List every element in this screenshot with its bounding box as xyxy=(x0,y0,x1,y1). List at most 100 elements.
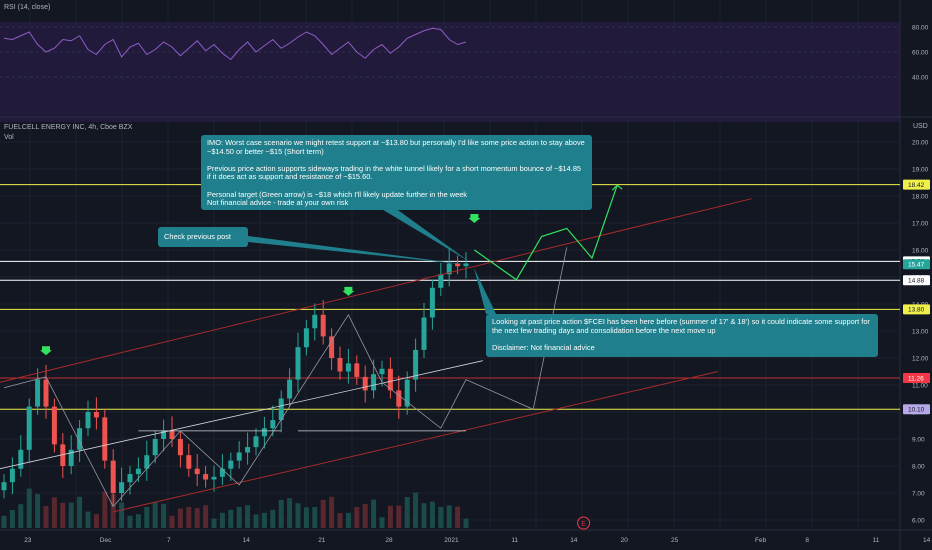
candle-body[interactable] xyxy=(354,363,360,377)
volume-bar xyxy=(177,508,183,528)
candle-body[interactable] xyxy=(127,474,133,483)
earnings-marker-label: E xyxy=(581,521,586,528)
date-tick-label: 14 xyxy=(923,537,931,544)
volume-bar xyxy=(396,505,402,528)
pattern-zigzag[interactable] xyxy=(3,247,568,508)
volume-bar xyxy=(253,514,259,528)
candle-body[interactable] xyxy=(287,379,293,399)
candle-body[interactable] xyxy=(85,412,91,429)
price-tag-bg xyxy=(903,304,930,315)
candle-body[interactable] xyxy=(194,468,200,475)
volume-bar xyxy=(186,507,192,528)
candle-body[interactable] xyxy=(438,274,444,288)
candle-body[interactable] xyxy=(186,455,192,469)
candle-body[interactable] xyxy=(455,263,461,267)
candle-body[interactable] xyxy=(421,317,427,350)
candle-body[interactable] xyxy=(236,452,242,461)
candle-body[interactable] xyxy=(270,420,276,429)
channel-lower-line[interactable] xyxy=(113,371,719,513)
candle-body[interactable] xyxy=(60,444,66,466)
candle-body[interactable] xyxy=(77,428,83,450)
candle-body[interactable] xyxy=(93,412,99,418)
candle-body[interactable] xyxy=(463,263,469,267)
candle-body[interactable] xyxy=(337,358,343,372)
volume-bar xyxy=(446,505,452,528)
candle-body[interactable] xyxy=(413,349,419,380)
candle-body[interactable] xyxy=(144,455,150,469)
date-tick-label: 14 xyxy=(243,537,251,544)
candle-body[interactable] xyxy=(9,468,15,483)
volume-bar xyxy=(102,491,108,528)
date-tick-label: 20 xyxy=(621,537,629,544)
channel-upper-line[interactable] xyxy=(0,198,752,383)
candle-body[interactable] xyxy=(379,368,385,375)
candle-body[interactable] xyxy=(102,417,108,461)
volume-bar xyxy=(345,512,351,528)
candle-body[interactable] xyxy=(295,347,301,380)
target-arrow-head[interactable] xyxy=(611,184,623,191)
candle-body[interactable] xyxy=(387,368,393,391)
candle-body[interactable] xyxy=(203,474,209,480)
rsi-indicator-label[interactable]: RSI (14, close) xyxy=(4,4,51,11)
history-note[interactable]: Looking at past price action $FCEI has b… xyxy=(486,314,878,357)
price-tag-label: 15.47 xyxy=(908,262,925,269)
volume-bar xyxy=(463,518,469,528)
symbol-title[interactable]: FUELCELL ENERGY INC, 4h, Cboe BZX xyxy=(4,124,133,131)
candle-body[interactable] xyxy=(35,379,41,407)
date-tick-label: Dec xyxy=(100,537,112,544)
candle-body[interactable] xyxy=(261,428,267,437)
volume-bar xyxy=(371,499,377,528)
candle-body[interactable] xyxy=(253,436,259,448)
green-down-arrow-marker[interactable] xyxy=(40,346,52,356)
candle-body[interactable] xyxy=(404,379,410,407)
candle-body[interactable] xyxy=(429,287,435,318)
candle-body[interactable] xyxy=(396,390,402,407)
price-tag-label: 18.42 xyxy=(908,182,925,189)
candle-body[interactable] xyxy=(26,406,32,450)
candle-body[interactable] xyxy=(362,376,368,391)
candle-body[interactable] xyxy=(278,398,284,421)
candle-body[interactable] xyxy=(177,439,183,456)
candle-body[interactable] xyxy=(329,336,335,358)
earnings-marker[interactable] xyxy=(577,516,591,530)
price-tag-bg xyxy=(903,275,930,286)
volume-label[interactable]: Vol xyxy=(4,134,14,141)
candle-body[interactable] xyxy=(228,460,234,469)
projection-path[interactable] xyxy=(474,185,618,281)
volume-bar xyxy=(35,494,41,528)
tunnel-trend-line[interactable] xyxy=(0,360,483,470)
candle-body[interactable] xyxy=(43,379,49,407)
price-tick-label: 8.00 xyxy=(912,464,925,471)
candle-body[interactable] xyxy=(119,482,125,493)
candle-body[interactable] xyxy=(152,439,158,456)
green-down-arrow-marker[interactable] xyxy=(342,286,355,296)
rsi-line[interactable] xyxy=(3,27,467,61)
candle-body[interactable] xyxy=(18,449,24,469)
candle-body[interactable] xyxy=(110,460,116,493)
candle-body[interactable] xyxy=(245,447,251,453)
candle-body[interactable] xyxy=(51,406,57,445)
candle-body[interactable] xyxy=(68,449,74,466)
candle-body[interactable] xyxy=(303,328,309,348)
candle-body[interactable] xyxy=(211,476,217,480)
volume-bar xyxy=(119,502,125,528)
candle-body[interactable] xyxy=(161,430,167,439)
date-tick-label: 11 xyxy=(873,537,880,544)
candle-body[interactable] xyxy=(1,482,7,491)
candle-body[interactable] xyxy=(345,363,351,372)
candle-body[interactable] xyxy=(135,468,141,475)
check-previous-post-note[interactable]: Check previous post xyxy=(158,227,248,247)
candle-body[interactable] xyxy=(219,468,225,477)
candle-body[interactable] xyxy=(169,430,175,439)
imo-note[interactable]: IMO: Worst case scenario we might retest… xyxy=(201,135,592,210)
candle-body[interactable] xyxy=(446,263,452,275)
candle-body[interactable] xyxy=(371,374,377,391)
candle-body[interactable] xyxy=(320,314,326,337)
volume-bar xyxy=(421,503,427,528)
price-tag-bg xyxy=(903,404,930,415)
price-tag-label: 13.80 xyxy=(908,307,925,314)
candle-body[interactable] xyxy=(312,314,318,329)
green-down-arrow-marker[interactable] xyxy=(468,214,481,223)
